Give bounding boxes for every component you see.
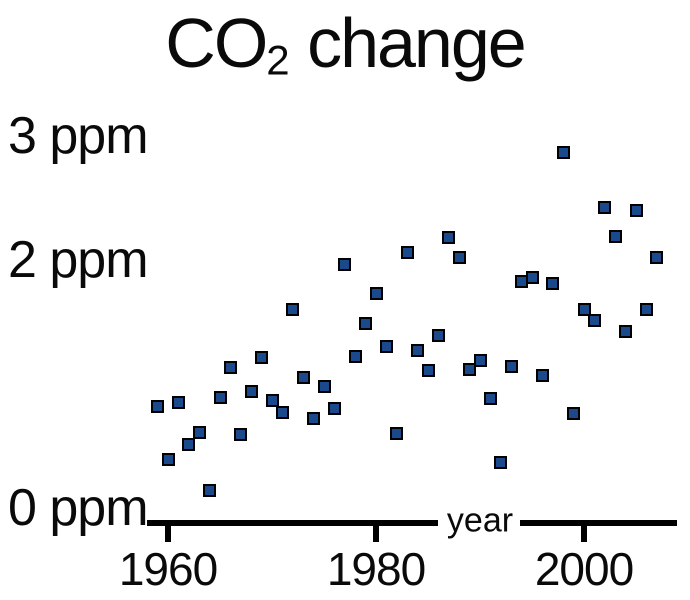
data-point [452, 251, 466, 265]
data-point [171, 396, 185, 410]
chart-title-subscript: 2 [266, 36, 290, 84]
data-point [421, 363, 435, 377]
data-point [650, 251, 664, 265]
data-point [379, 340, 393, 354]
data-point [639, 303, 653, 317]
data-point [390, 427, 404, 441]
chart-title-suffix: change [289, 4, 527, 82]
data-point [442, 231, 456, 245]
x-axis-tick [581, 524, 587, 542]
data-point [203, 484, 217, 498]
data-point [567, 407, 581, 421]
data-point [255, 351, 269, 365]
data-point [598, 201, 612, 215]
x-axis-title: year [446, 501, 514, 540]
data-point [151, 399, 165, 413]
x-axis-tick-label: 2000 [534, 543, 634, 595]
data-point [504, 360, 518, 374]
x-axis-line-right-segment [520, 520, 677, 526]
data-point [629, 203, 643, 217]
x-axis-tick-label: 1960 [118, 543, 218, 595]
chart-title-prefix: CO [165, 4, 268, 82]
data-point [296, 371, 310, 385]
data-point [359, 316, 373, 330]
data-point [213, 391, 227, 405]
data-point [400, 246, 414, 260]
data-point [192, 425, 206, 439]
data-point [587, 314, 601, 328]
data-point [369, 286, 383, 300]
y-axis-label: 2 ppm [8, 231, 149, 289]
data-point [608, 229, 622, 243]
data-point [577, 303, 591, 317]
y-axis-label: 3 ppm [8, 107, 149, 165]
data-point [275, 406, 289, 420]
data-point [546, 277, 560, 291]
data-point [161, 453, 175, 467]
x-axis-tick-label: 1980 [326, 543, 426, 595]
data-point [307, 412, 321, 426]
data-point [234, 428, 248, 442]
chart-title: CO2 change [0, 0, 690, 88]
x-axis-tick [373, 524, 379, 542]
x-axis-tick [165, 524, 171, 542]
data-point [619, 325, 633, 339]
data-point [556, 145, 570, 159]
data-point [223, 361, 237, 375]
data-point [182, 438, 196, 452]
data-point [431, 329, 445, 343]
data-point [338, 258, 352, 272]
y-axis-label: 0 ppm [8, 479, 149, 537]
data-point [286, 303, 300, 317]
data-point [265, 393, 279, 407]
x-axis-line-left-segment [147, 520, 438, 526]
data-point [348, 350, 362, 364]
data-point [463, 362, 477, 376]
data-point [411, 344, 425, 358]
data-point [327, 402, 341, 416]
data-point [473, 353, 487, 367]
data-point [317, 379, 331, 393]
data-point [244, 384, 258, 398]
data-point [525, 270, 539, 284]
data-point [483, 392, 497, 406]
data-point [494, 455, 508, 469]
data-point [535, 368, 549, 382]
